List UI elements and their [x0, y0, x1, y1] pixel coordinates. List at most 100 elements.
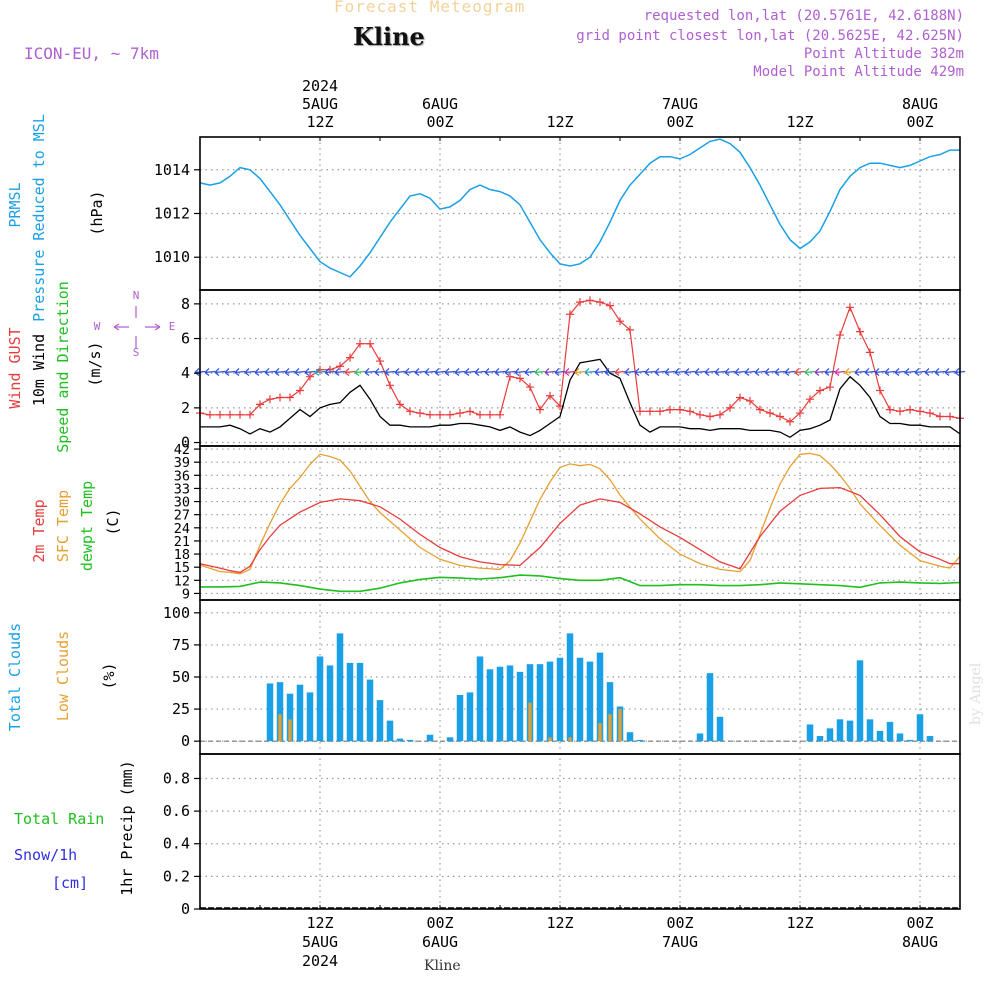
low-cloud-bar [548, 737, 552, 742]
total-cloud-bar [716, 716, 724, 742]
y-tick-label: 30 [174, 495, 190, 511]
wind-gust-marker [656, 407, 664, 416]
axis-text-layer: 1010101210140246891215182124273033363942… [6, 77, 938, 970]
wind-gust-marker [716, 410, 724, 419]
total-cloud-bar [326, 665, 334, 742]
dewpt-temp-label: dewpt Temp [78, 481, 96, 571]
wind-gust-marker [296, 386, 304, 395]
total-cloud-bar [276, 682, 284, 742]
y-tick-label: 33 [174, 481, 190, 497]
bottom-hour-label: 00Z [666, 914, 693, 932]
wind-direction-arrow [434, 368, 446, 376]
total-cloud-bar [356, 662, 364, 742]
wind-10m-line [200, 358, 961, 439]
wind-direction-arrow [774, 368, 786, 376]
snow-label: Snow/1h [14, 846, 77, 864]
wind-direction-arrow [404, 368, 416, 376]
wind-direction-arrow [664, 368, 676, 376]
wind-gust-marker [206, 410, 214, 419]
wind-speed-direction-label: Speed and Direction [54, 281, 72, 453]
wind-direction-arrow [374, 368, 386, 376]
wind-gust-marker [416, 409, 424, 418]
total-cloud-bar [466, 692, 474, 742]
wind-gust-marker [246, 410, 254, 419]
y-tick-label: 36 [174, 468, 190, 484]
wind-direction-arrow [634, 368, 646, 376]
total-cloud-bar [566, 633, 574, 742]
wind-gust-marker [666, 405, 674, 414]
total-cloud-bar [576, 657, 584, 742]
wind-direction-arrow [264, 368, 276, 376]
pressure-unit: (hPa) [88, 190, 106, 235]
wind-gust-marker [776, 412, 784, 421]
wind-gust-marker [626, 325, 634, 334]
total-cloud-bar [916, 714, 924, 742]
wind-gust-marker [726, 403, 734, 412]
wind-direction-arrow [334, 368, 346, 376]
wind-gust-marker [696, 410, 704, 419]
wind-direction-arrow [604, 368, 616, 376]
y-tick-label: 25 [172, 700, 190, 718]
wind-gust-marker [536, 405, 544, 414]
wind-10m-label: 10m Wind [30, 334, 48, 406]
y-tick-label: 18 [174, 547, 190, 563]
footer-station-label: Kline [424, 958, 461, 974]
y-tick-label: 12 [174, 573, 190, 589]
wind-gust-marker [746, 396, 754, 405]
y-tick-label: 6 [181, 330, 190, 348]
total-cloud-bar [926, 736, 934, 742]
wind-direction-arrow [894, 368, 906, 376]
bottom-date-label: 8AUG [902, 933, 938, 951]
total-cloud-bar [316, 656, 324, 742]
top-date-label: 5AUG [302, 95, 338, 113]
wind-gust-marker [816, 386, 824, 395]
y-tick-label: 24 [174, 521, 190, 537]
compass-north: N [133, 289, 140, 302]
wind-gust-marker [846, 303, 854, 312]
wind-gust-marker [306, 372, 314, 381]
wind-gust-marker [466, 407, 474, 416]
wind-direction-arrow [814, 368, 826, 376]
y-tick-label: 100 [163, 604, 190, 622]
total-cloud-bar [366, 679, 374, 742]
wind-gust-marker [706, 412, 714, 421]
wind-direction-arrow [274, 368, 286, 376]
y-tick-label: 0 [181, 900, 190, 918]
wind-gust-marker [686, 407, 694, 416]
low-cloud-bar [288, 719, 292, 742]
top-hour-label: 00Z [426, 113, 453, 131]
wind-gust-marker [826, 383, 834, 392]
wind-direction-arrow [734, 368, 746, 376]
wind-direction-arrow [464, 368, 476, 376]
low-clouds-label: Low Clouds [54, 631, 72, 721]
wind-direction-arrow [724, 368, 736, 376]
wind-direction-arrow [644, 368, 656, 376]
wind-direction-arrow [484, 368, 496, 376]
y-tick-label: 27 [174, 508, 190, 524]
temp-unit: (C) [104, 508, 122, 535]
y-tick-label: 8 [181, 295, 190, 313]
total-cloud-bar [396, 738, 404, 742]
wind-gust-marker [426, 410, 434, 419]
total-cloud-bar [346, 662, 354, 742]
wind-direction-arrow [704, 368, 716, 376]
wind-direction-arrow [304, 368, 316, 376]
wind-direction-arrow [794, 368, 806, 376]
wind-direction-arrow [804, 368, 816, 376]
total-cloud-bar [496, 666, 504, 742]
point-altitude: Point Altitude 382m [803, 46, 964, 62]
wind-direction-arrow [864, 368, 876, 376]
y-tick-label: 0.2 [163, 867, 190, 885]
wind-gust-marker [516, 374, 524, 383]
y-tick-label: 1014 [154, 161, 190, 179]
total-cloud-bar [516, 671, 524, 742]
top-date-label: 7AUG [662, 95, 698, 113]
wind-gust-marker [946, 412, 954, 421]
y-tick-label: 50 [172, 668, 190, 686]
meteogram-title: Forecast Meteogram [334, 0, 526, 16]
panel-frame [199, 445, 961, 601]
total-cloud-bar [336, 633, 344, 742]
wind-direction-arrow [754, 368, 766, 376]
data-layer [194, 138, 966, 909]
wind-gust-marker [406, 407, 414, 416]
